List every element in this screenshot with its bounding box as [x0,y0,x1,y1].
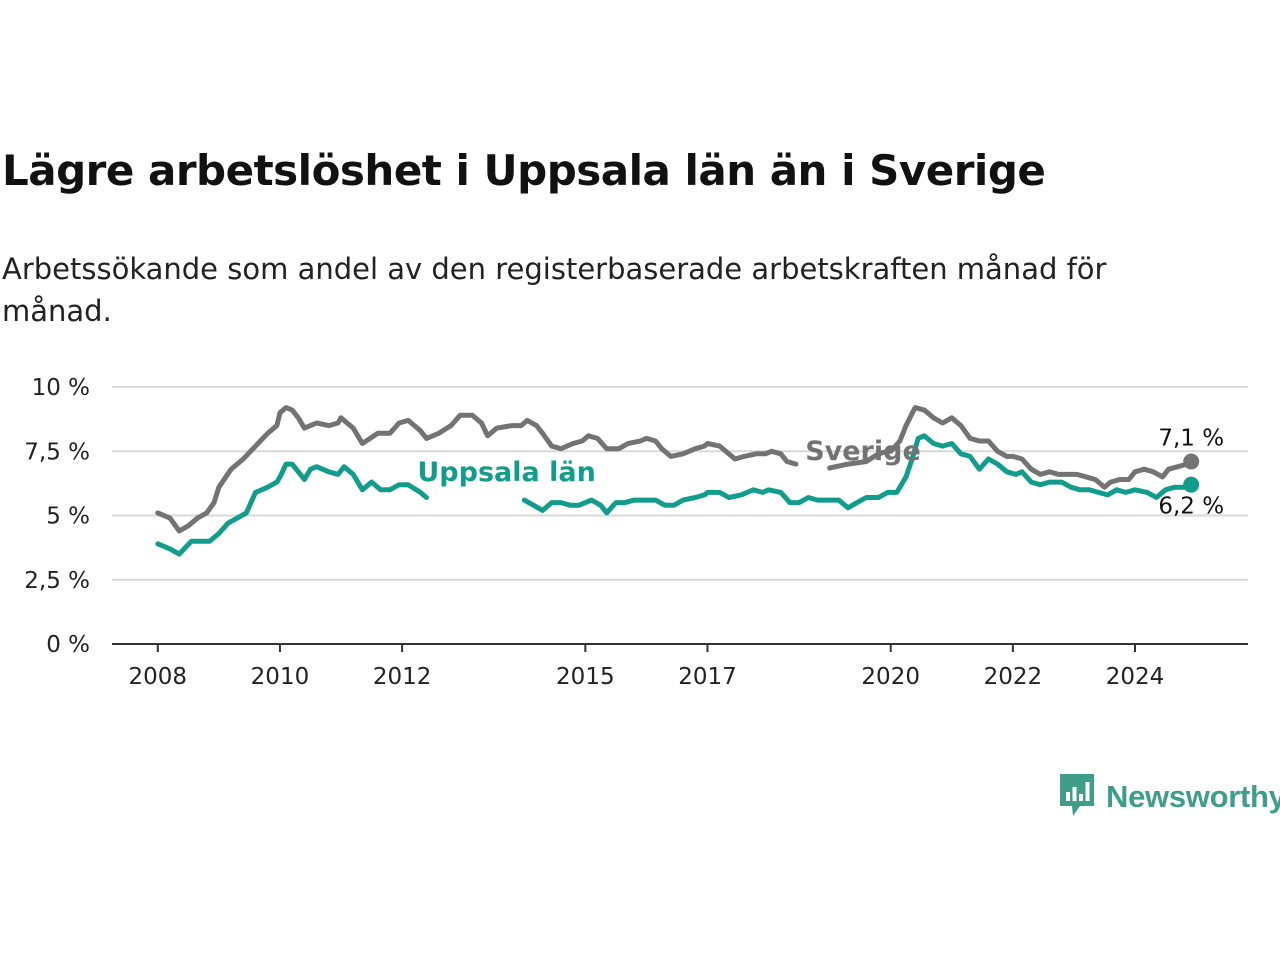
x-tick-label: 2017 [678,664,737,690]
y-tick-label: 10 % [32,375,90,401]
series-line-uppsala-l-n [155,461,429,557]
x-axis: 2008 2010 2012 2015 2017 2020 2022 2024 [112,643,1248,690]
chart-subtitle: Arbetssökande som andel av den registerb… [2,252,1107,328]
newsworthy-bar-chart-icon [1058,772,1096,822]
y-axis: 0 % 2,5 % 5 % 7,5 % 10 % [24,375,90,658]
end-point-uppsala-l-n [1183,476,1200,493]
series-line-uppsala-l-n [521,433,1194,516]
x-tick-label: 2022 [984,664,1043,690]
y-tick-label: 2,5 % [24,568,90,594]
brand-name: Newsworthy [1106,779,1280,814]
x-tick-label: 2012 [373,664,432,690]
gridlines [112,386,1248,581]
line-chart: 0 % 2,5 % 5 % 7,5 % 10 % 2008 2010 2012 2015 201… [24,375,1248,690]
x-tick-label: 2010 [251,664,310,690]
y-tick-label: 7,5 % [24,439,90,465]
x-tick-label: 2015 [556,664,615,690]
y-tick-label: 5 % [46,504,90,530]
series-line-sverige [827,405,1194,490]
series-labels: 7,1 % 6,2 % Uppsala län Sverige [417,426,1224,520]
end-value-label-uppsala-l-n: 6,2 % [1158,494,1224,520]
newsworthy-logo: Newsworthy [1058,772,1280,822]
x-tick-label: 2024 [1106,664,1165,690]
series-label-uppsala-l-n: Uppsala län [417,457,595,488]
chart-title: Lägre arbetslöshet i Uppsala län än i Sv… [2,146,1046,195]
end-point-sverige [1183,453,1200,470]
end-value-label-sverige: 7,1 % [1158,426,1224,452]
y-tick-label: 0 % [46,632,90,658]
series-lines [155,405,1200,557]
x-tick-label: 2008 [129,664,188,690]
series-label-sverige: Sverige [805,436,921,467]
series-line-sverige [155,405,799,534]
x-tick-label: 2020 [861,664,920,690]
